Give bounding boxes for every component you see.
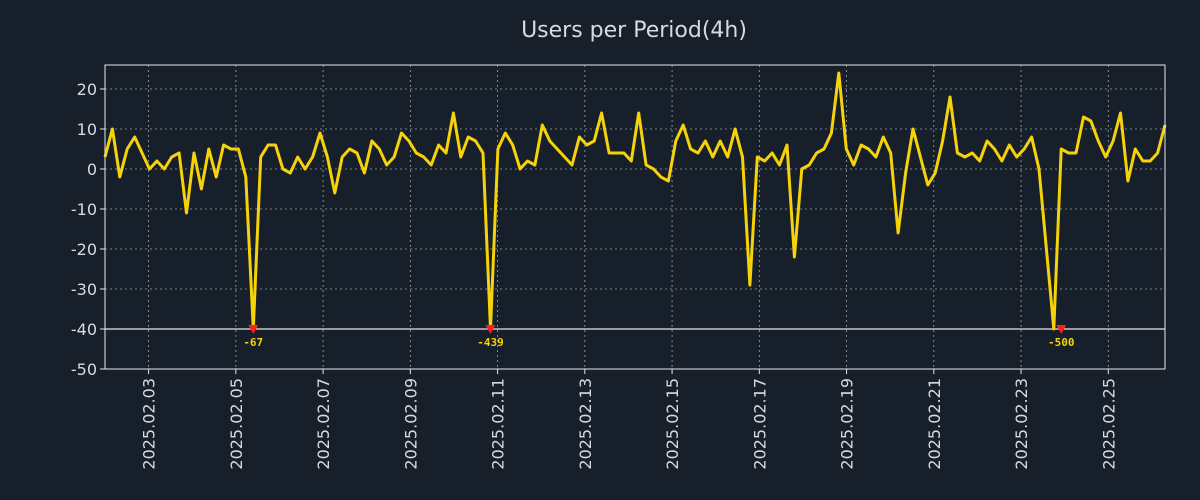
x-tick-label: 2025.02.25 bbox=[1099, 378, 1118, 470]
y-tick-label: -50 bbox=[71, 360, 97, 379]
x-tick-label: 2025.02.19 bbox=[838, 378, 857, 470]
anomaly-label: -439 bbox=[477, 336, 504, 349]
y-axis: -50 -40 -30 -20 -10 0 10 20 bbox=[71, 80, 105, 379]
y-tick-label: 10 bbox=[77, 120, 97, 139]
annotation-layer: -67 -439 -500 bbox=[243, 325, 1074, 349]
x-tick-label: 2025.02.07 bbox=[314, 378, 333, 470]
y-tick-label: -10 bbox=[71, 200, 97, 219]
x-tick-label: 2025.02.15 bbox=[663, 378, 682, 470]
anomaly-label: -67 bbox=[243, 336, 263, 349]
plot-frame bbox=[104, 64, 1166, 370]
anomaly-marker bbox=[485, 325, 496, 334]
series-layer bbox=[103, 71, 1167, 331]
anomaly-marker bbox=[248, 325, 259, 334]
chart-title: Users per Period(4h) bbox=[521, 18, 747, 43]
x-axis: 2025.02.03 2025.02.05 2025.02.07 2025.02.09… bbox=[140, 369, 1118, 470]
y-tick-label: -20 bbox=[71, 240, 97, 259]
y-tick-label: 0 bbox=[87, 160, 97, 179]
x-tick-label: 2025.02.21 bbox=[925, 378, 944, 470]
x-tick-label: 2025.02.05 bbox=[227, 378, 246, 470]
x-tick-label: 2025.02.17 bbox=[750, 378, 769, 470]
x-tick-label: 2025.02.03 bbox=[140, 378, 159, 470]
y-tick-label: 20 bbox=[77, 80, 97, 99]
anomaly-label: -500 bbox=[1048, 336, 1075, 349]
x-tick-label: 2025.02.13 bbox=[576, 378, 595, 470]
y-tick-label: -40 bbox=[71, 320, 97, 339]
x-tick-label: 2025.02.23 bbox=[1012, 378, 1031, 470]
series-line-users bbox=[103, 71, 1167, 331]
grid-layer bbox=[105, 65, 1165, 369]
anomaly-marker bbox=[1056, 325, 1067, 334]
y-tick-label: -30 bbox=[71, 280, 97, 299]
x-tick-label: 2025.02.09 bbox=[401, 378, 420, 470]
x-tick-label: 2025.02.11 bbox=[489, 378, 508, 470]
